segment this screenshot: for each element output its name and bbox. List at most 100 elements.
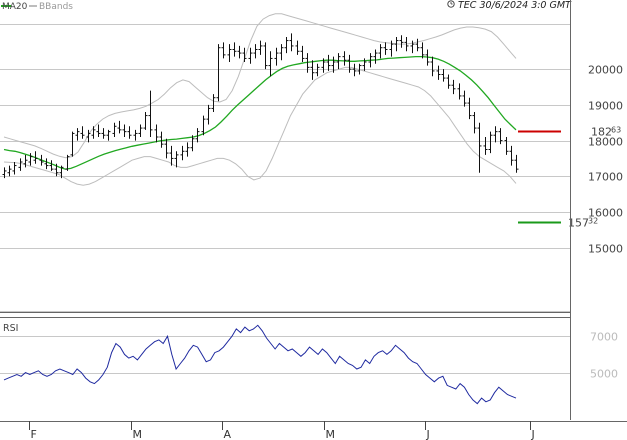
ma20-legend-label: MA20 [2,2,28,12]
price-bar [488,131,493,154]
price-bar [263,42,268,70]
price-bar [237,45,242,59]
price-bar [347,54,352,73]
rsi-tick-label: 7000 [590,331,618,344]
price-bar [80,126,85,139]
price-bar [12,162,17,175]
price-bar [211,94,216,112]
price-bar [91,126,96,139]
price-bar [295,40,300,55]
price-bar [242,47,247,62]
price-bar [362,58,367,71]
price-levels: 182 63 157 32 [518,126,621,230]
price-bar [65,154,70,171]
month-label: M [133,428,143,440]
month-label: J [426,428,430,440]
price-tick-label: 17000 [588,171,623,184]
ma20-line [3,55,517,170]
price-bar [185,142,190,157]
resistance-label: 182 [591,126,612,139]
price-bar [59,165,64,179]
price-bar [180,145,185,161]
price-bar [28,153,33,166]
rsi-title: RSI [3,323,18,334]
price-bar [462,90,467,107]
rsi-path [3,324,517,405]
price-bar [483,137,488,155]
price-bar [216,44,221,102]
price-bar [446,74,451,89]
price-tick-label: 16000 [588,207,623,220]
rsi-line [3,324,517,405]
panel-frames [0,0,627,422]
month-label: M [326,428,336,440]
price-bar [174,151,179,168]
month-label: F [31,428,37,440]
price-bar [253,44,258,59]
resistance-label-sup: 63 [611,126,621,135]
price-tick-label: 18000 [588,136,623,149]
price-bar [101,128,106,139]
rsi-y-axis: 5000 7000 [590,331,618,381]
price-bar [122,124,127,137]
price-bar [227,44,232,62]
price-bar [305,53,310,73]
rsi-tick-label: 5000 [590,368,618,381]
price-bar [415,38,420,52]
price-bar [383,42,388,55]
price-bar [106,129,111,141]
price-bar [467,97,472,120]
price-bars [2,33,519,179]
month-label: A [224,428,232,440]
price-bar [425,49,430,66]
price-bar [138,124,143,137]
price-bar [321,58,326,73]
price-bar [289,33,294,52]
rsi-grid [0,336,570,374]
price-bar [331,56,336,73]
price-bar [389,40,394,57]
price-tick-label: 19000 [588,100,623,113]
price-bar [410,40,415,54]
price-bar [23,154,28,168]
price-bar [195,128,200,143]
price-bar [498,128,503,145]
price-bar [514,154,519,173]
price-bar [232,42,237,57]
price-bar [96,124,101,137]
price-bar [7,165,12,177]
price-bar [117,120,122,134]
support-label-sup: 32 [588,217,598,226]
price-bar [164,138,169,159]
legend: MA20 BBands [1,2,73,12]
price-bar [201,115,206,136]
price-bar [190,135,195,152]
price-bar [493,126,498,143]
price-bar [477,122,482,173]
price-bar [2,167,7,179]
price-bar [436,65,441,80]
price-bar [248,47,253,64]
price-bar [352,63,357,77]
clock-icon [447,0,455,8]
price-bar [378,44,383,59]
price-bar [112,122,117,137]
price-bar [315,63,320,77]
price-bar [310,60,315,80]
price-bar [18,158,23,171]
price-bar [336,53,341,70]
price-bar [451,79,456,95]
price-y-axis: 15000 16000 17000 18000 19000 20000 [588,64,623,256]
price-bar [504,137,509,155]
source-stamp: TEC 30/6/2024 3:0 GMT [447,0,572,11]
price-bar [357,63,362,75]
price-bar [206,104,211,125]
price-bar [54,163,59,177]
month-label: J [531,428,535,440]
support-label: 157 [568,217,589,230]
bbands-legend-label: BBands [39,2,73,12]
source-stamp-text: TEC 30/6/2024 3:0 GMT [458,0,572,11]
price-bar [75,128,80,141]
